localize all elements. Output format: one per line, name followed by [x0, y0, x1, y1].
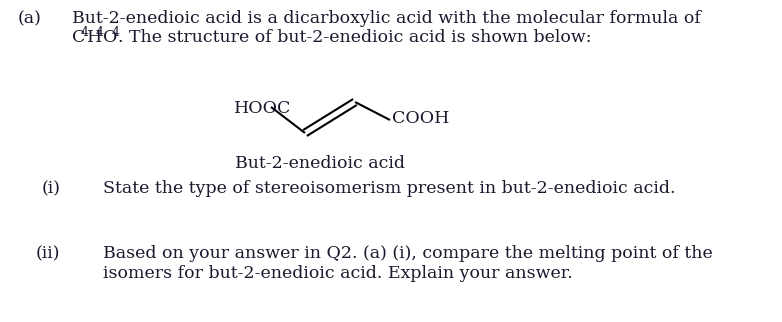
Text: 4: 4: [112, 26, 120, 39]
Text: C: C: [72, 29, 85, 46]
Text: isomers for but-2-enedioic acid. Explain your answer.: isomers for but-2-enedioic acid. Explain…: [103, 265, 572, 282]
Text: H: H: [87, 29, 102, 46]
Text: But-2-enedioic acid: But-2-enedioic acid: [235, 155, 405, 172]
Text: But-2-enedioic acid is a dicarboxylic acid with the molecular formula of: But-2-enedioic acid is a dicarboxylic ac…: [72, 10, 701, 27]
Text: State the type of stereoisomerism present in but-2-enedioic acid.: State the type of stereoisomerism presen…: [103, 180, 676, 197]
Text: (a): (a): [18, 10, 42, 27]
Text: Based on your answer in Q2. (a) (i), compare the melting point of the: Based on your answer in Q2. (a) (i), com…: [103, 245, 712, 262]
Text: . The structure of but-2-enedioic acid is shown below:: . The structure of but-2-enedioic acid i…: [118, 29, 591, 46]
Text: COOH: COOH: [392, 109, 450, 127]
Text: 4: 4: [81, 26, 88, 39]
Text: (i): (i): [42, 180, 61, 197]
Text: 4: 4: [96, 26, 104, 39]
Text: HOOC: HOOC: [234, 100, 292, 117]
Text: O: O: [102, 29, 117, 46]
Text: (ii): (ii): [36, 245, 60, 262]
